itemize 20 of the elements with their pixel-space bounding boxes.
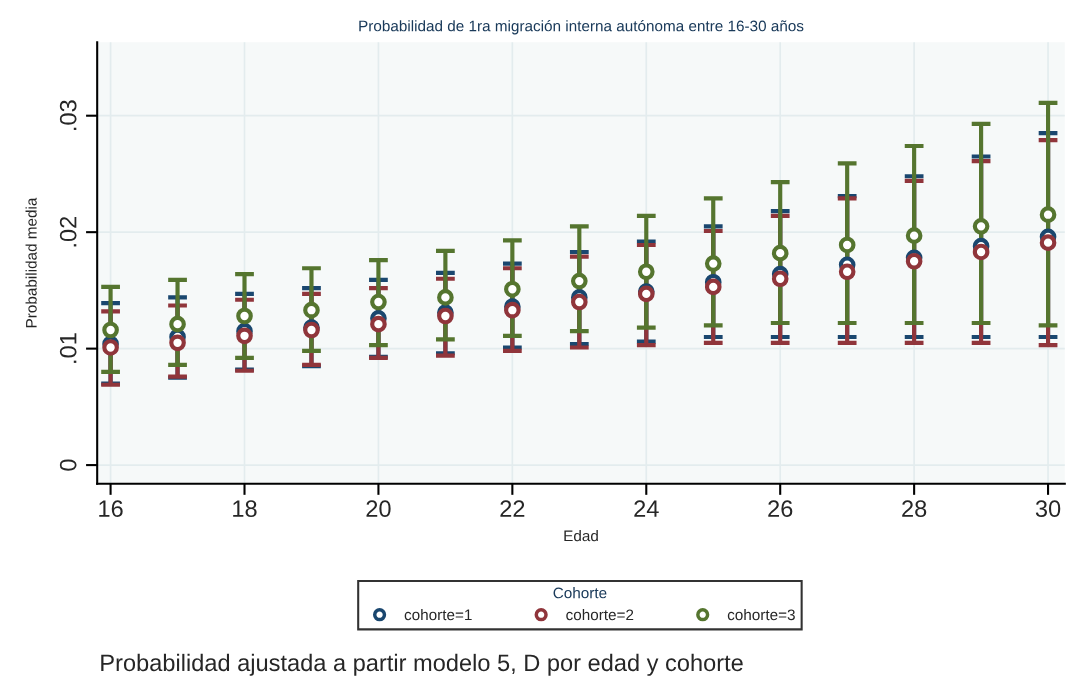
y-tick-label: .02 xyxy=(59,216,77,247)
legend-label: cohorte=3 xyxy=(727,608,795,621)
x-tick-label: 16 xyxy=(99,500,123,518)
legend-title: Cohorte xyxy=(553,587,607,599)
y-tick-label: 0 xyxy=(59,459,77,471)
x-tick-label: 18 xyxy=(233,500,257,518)
x-tick-label: 22 xyxy=(500,500,525,517)
legend-label: cohorte=1 xyxy=(404,608,472,621)
x-tick-label: 30 xyxy=(1035,500,1061,518)
legend-label: cohorte=2 xyxy=(566,608,634,621)
x-axis-title: Edad xyxy=(564,530,598,542)
x-tick-label: 26 xyxy=(768,500,793,518)
x-tick-label: 20 xyxy=(366,500,391,518)
x-tick-label: 28 xyxy=(902,500,927,518)
y-tick-label: .03 xyxy=(59,100,77,130)
y-axis-title: Probabilidad media xyxy=(25,197,37,328)
y-tick-label: .01 xyxy=(59,333,77,363)
x-tick-label: 24 xyxy=(634,500,659,517)
chart-title: Probabilidad de 1ra migración interna autónoma entre 16-30 años xyxy=(359,19,804,35)
text: Probabilidad ajustada a partir modelo 5, D por edad y cohorte xyxy=(101,653,743,676)
